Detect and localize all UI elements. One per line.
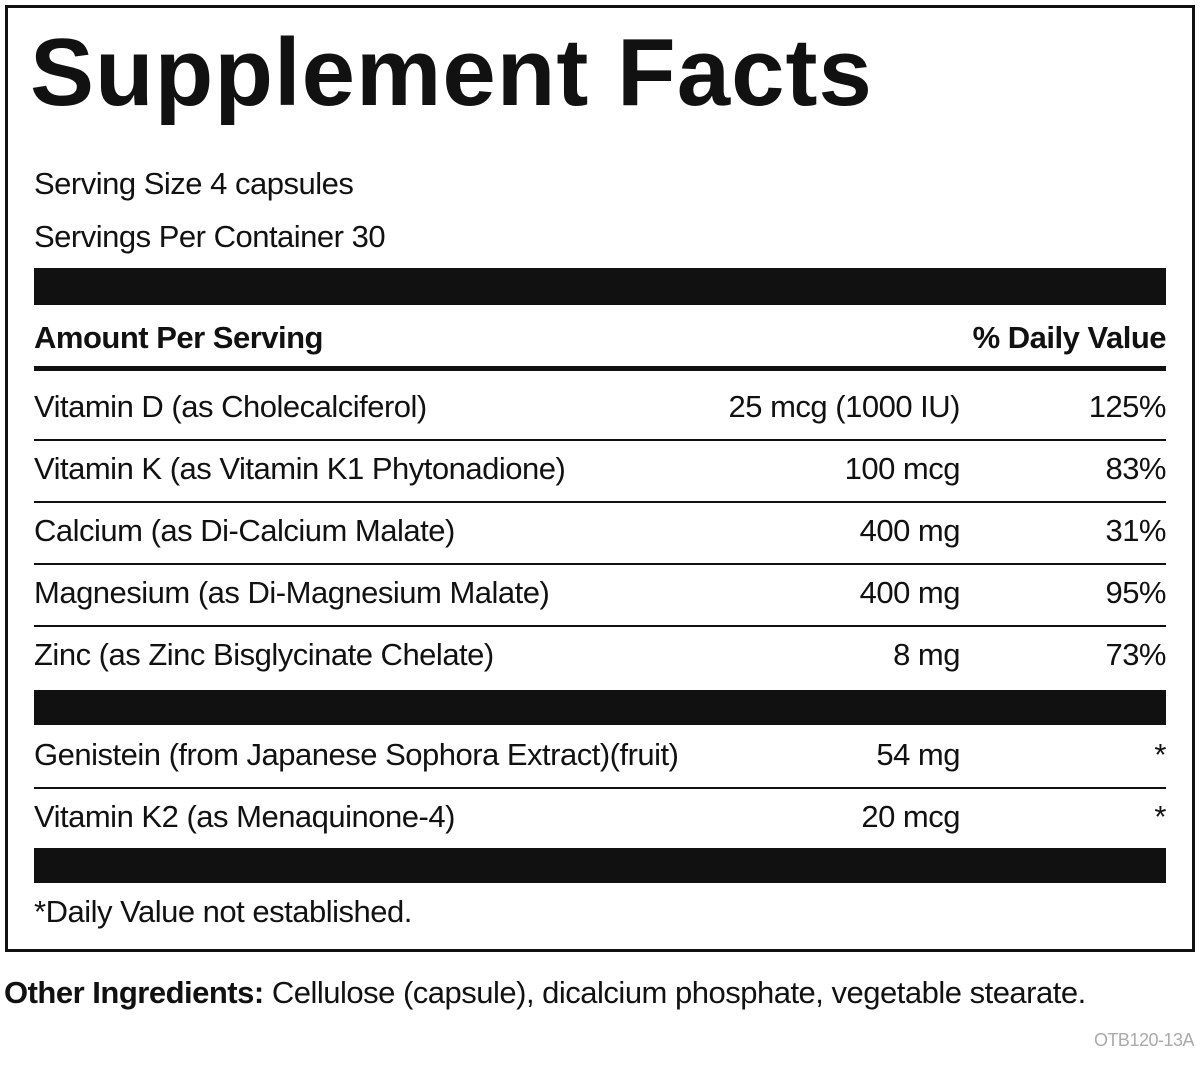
other-ingredients-label: Other Ingredients: [4,975,264,1010]
daily-value: 31% [1105,513,1166,548]
facts-box [5,5,1195,952]
row-divider [34,501,1166,503]
other-ingredients-text: Cellulose (capsule), dicalcium phosphate… [271,975,1086,1010]
nutrient-name: Magnesium (as Di-Magnesium Malate) [34,575,550,610]
product-code: OTB120-13A [1093,1030,1195,1050]
header-amount: Amount Per Serving [34,320,324,355]
amount: 25 mcg (1000 IU) [728,389,961,424]
thick-bar [34,268,1166,305]
amount: 400 mg [859,575,961,610]
daily-value: * [1154,799,1166,834]
nutrient-name: Genistein (from Japanese Sophora Extract… [34,737,679,772]
nutrient-row: Calcium (as Di-Calcium Malate) 400 mg 31% [34,511,1166,551]
daily-value: 83% [1105,451,1166,486]
title: Supplement Facts [30,19,873,126]
amount: 8 mg [893,637,960,672]
daily-value: 95% [1105,575,1166,610]
servings-per-container: Servings Per Container 30 [34,219,386,254]
header-dv: % Daily Value [972,320,1167,355]
amount: 400 mg [859,513,961,548]
daily-value: * [1154,737,1166,772]
nutrient-name: Vitamin K2 (as Menaquinone-4) [34,799,455,834]
amount: 54 mg [876,737,960,772]
nutrient-row: Vitamin K2 (as Menaquinone-4) 20 mcg * [34,797,1166,837]
serving-size: Serving Size 4 capsules [34,166,354,201]
nutrient-row: Magnesium (as Di-Magnesium Malate) 400 mg… [34,573,1166,613]
row-divider [34,625,1166,627]
nutrient-row: Vitamin K (as Vitamin K1 Phytonadione) 10… [34,449,1166,489]
nutrient-name: Zinc (as Zinc Bisglycinate Chelate) [34,637,494,672]
nutrient-name: Calcium (as Di-Calcium Malate) [34,513,455,548]
amount: 100 mcg [844,451,961,486]
row-divider [34,439,1166,441]
footnote: *Daily Value not established. [34,894,412,929]
thick-bar [34,848,1166,883]
amount: 20 mcg [861,799,960,834]
daily-value: 73% [1105,637,1166,672]
daily-value: 125% [1088,389,1167,424]
thick-bar [34,690,1166,725]
row-divider [34,787,1166,789]
nutrient-row: Vitamin D (as Cholecalciferol) 25 mcg (10… [34,387,1167,427]
nutrient-row: Genistein (from Japanese Sophora Extract… [34,735,1166,775]
table-header: Amount Per Serving % Daily Value [34,318,1167,358]
row-divider [34,563,1166,565]
nutrient-name: Vitamin D (as Cholecalciferol) [34,389,427,424]
nutrient-row: Zinc (as Zinc Bisglycinate Chelate) 8 mg 7… [34,635,1166,675]
nutrient-name: Vitamin K (as Vitamin K1 Phytonadione) [34,451,566,486]
medium-bar [34,366,1166,371]
other-ingredients: Other Ingredients: Cellulose (capsule), … [4,973,1086,1013]
